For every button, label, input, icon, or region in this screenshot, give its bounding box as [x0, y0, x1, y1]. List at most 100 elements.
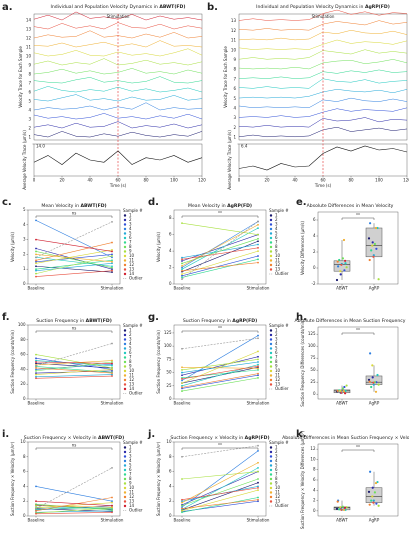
sample-line — [181, 247, 259, 260]
sample-point — [345, 384, 348, 387]
legend-swatch — [123, 232, 127, 235]
sample-point — [340, 391, 343, 394]
x-tick-label: 120 — [403, 178, 409, 183]
significance-bracket — [181, 447, 259, 450]
sample-point — [372, 501, 375, 504]
panel-letter: a. — [2, 2, 13, 13]
legend-label: 10 — [129, 368, 135, 373]
legend-swatch — [123, 486, 127, 490]
sample-point — [367, 378, 371, 381]
sample-line-point — [181, 274, 183, 277]
title-bold: AgRP(FD) — [227, 203, 252, 209]
legend-label: 12 — [275, 262, 281, 267]
legend-label: 8 — [129, 359, 132, 364]
outlier-line — [181, 221, 259, 280]
title-text: Absolute Differences in Mean Velocity — [307, 203, 394, 209]
sample-line-point — [111, 500, 113, 503]
legend-label: Outlier — [275, 271, 289, 276]
sample-line-point — [181, 268, 183, 271]
x-tick-label: 100 — [375, 178, 383, 183]
panel-title: Suction Frequency in AgRP(FD) — [183, 318, 257, 324]
sample-line-point — [111, 250, 113, 253]
sample-label: 2 — [28, 126, 31, 131]
sample-point — [344, 506, 347, 509]
legend-label: 2 — [275, 332, 278, 337]
legend-swatch — [269, 374, 273, 377]
sample-point — [371, 486, 374, 489]
title-bold: ABWT(FD) — [159, 4, 185, 10]
y-tick-label: 2 — [169, 265, 172, 270]
legend-label: 11 — [129, 490, 135, 495]
sample-line-point — [111, 504, 113, 507]
legend-label: 12 — [129, 377, 135, 382]
legend-swatch — [123, 214, 127, 217]
sample-line-point — [35, 259, 37, 262]
sample-line-point — [35, 503, 37, 506]
y-tick-label: 4 — [23, 222, 26, 227]
outlier-line-point — [35, 364, 37, 367]
significance-bracket — [341, 449, 375, 452]
sample-line-point — [257, 369, 259, 371]
sample-line-point — [111, 259, 113, 262]
sample-point — [369, 352, 372, 355]
title-text: Individual and Population Velocity Dynam… — [51, 4, 160, 10]
sample-point — [377, 278, 380, 281]
sample-line — [35, 354, 113, 369]
y-tick-label: 2 — [313, 498, 316, 503]
legend-label: 2 — [275, 217, 278, 222]
sample-line — [181, 467, 259, 510]
sample-label: 7 — [233, 76, 236, 81]
significance-label: ns — [72, 211, 77, 216]
legend-label: 4 — [129, 458, 132, 463]
title-text: Absolute Differences in Mean Suction Fre… — [294, 318, 405, 324]
sample-point — [373, 242, 376, 246]
legend-swatch — [123, 223, 127, 226]
average-trace — [238, 145, 408, 171]
sample-point — [371, 495, 374, 498]
sample-line-point — [111, 372, 113, 374]
significance-label: ** — [356, 328, 360, 333]
sample-label: 5 — [233, 96, 236, 101]
legend-label: 7 — [129, 240, 132, 245]
legend-label: 1 — [129, 213, 132, 218]
x-tick-label: AgRP — [369, 286, 380, 291]
sample-line — [181, 356, 259, 376]
legend-swatch — [269, 254, 273, 258]
y-axis-label: Suction Frequency × Velocity Differences… — [300, 430, 305, 529]
plot-frame — [173, 209, 267, 285]
sample-trace — [238, 78, 408, 89]
legend-label: 5 — [275, 463, 278, 468]
significance-label: ** — [218, 326, 222, 331]
significance-label: ** — [356, 213, 360, 218]
sample-line — [181, 335, 259, 381]
legend-swatch — [269, 473, 273, 476]
sample-line — [181, 255, 259, 277]
sample-line-point — [35, 369, 37, 372]
panel-title: Absolute Differences in Mean Suction Fre… — [294, 318, 405, 324]
legend-label: 1 — [275, 445, 278, 450]
legend-swatch — [123, 268, 127, 271]
sample-point — [336, 389, 339, 392]
sample-line-point — [111, 369, 113, 372]
sample-label: 14 — [26, 18, 32, 23]
sample-line-point — [181, 369, 183, 371]
legend-swatch — [269, 482, 273, 485]
sample-line-point — [181, 374, 183, 377]
outlier-line — [181, 337, 259, 350]
box — [365, 227, 383, 258]
x-tick-label: 80 — [348, 178, 354, 183]
sample-line-point — [111, 359, 113, 362]
legend-label: 9 — [129, 481, 132, 486]
sample-line — [181, 374, 259, 389]
y-tick-label: 20 — [20, 381, 26, 386]
legend-swatch — [269, 232, 273, 235]
legend-swatch — [269, 486, 273, 490]
legend-label: 14 — [129, 271, 135, 276]
x-tick-label: Stimulation — [247, 518, 270, 523]
panel-title: Individual and Population Velocity Dynam… — [256, 4, 390, 10]
y-tick-label: 0 — [23, 513, 26, 518]
sample-label: 2 — [233, 125, 236, 130]
legend-swatch — [269, 356, 273, 359]
sample-line-point — [35, 367, 37, 369]
legend-label: 14 — [129, 386, 135, 391]
